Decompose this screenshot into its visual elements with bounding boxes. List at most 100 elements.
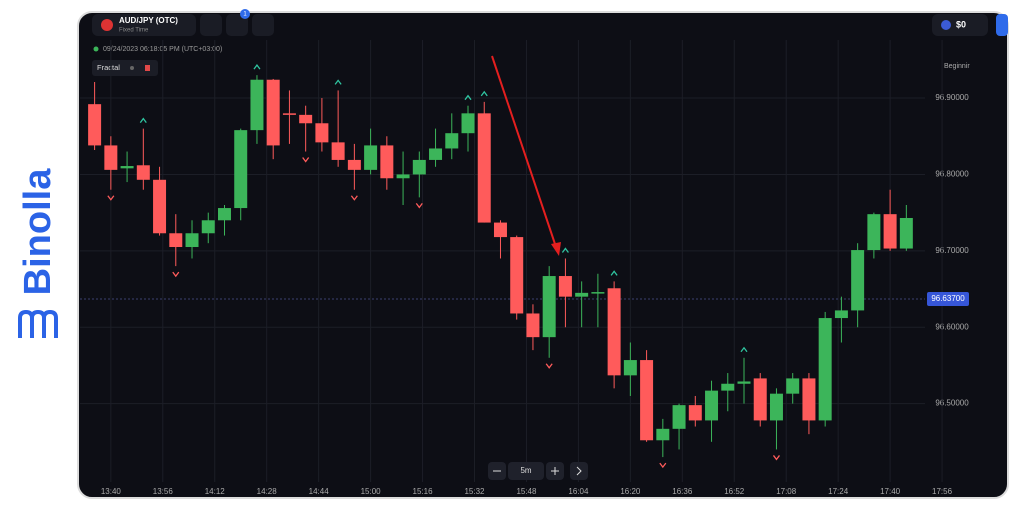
fractal-down [415,202,423,209]
candle-body [705,390,719,421]
candle-body [802,378,816,421]
candle-body [299,114,313,124]
indicator-chip[interactable] [92,60,158,76]
chart-type-button[interactable] [200,14,222,36]
candle-body [737,381,751,384]
fractal-up [334,79,342,85]
candle-body [851,250,865,311]
fractal-up [480,90,488,97]
candle-body [786,378,800,394]
candle-body [396,174,410,179]
candle-body [153,179,167,234]
candle-body [429,148,443,160]
candle-body [445,133,459,149]
level: Beginnir [944,63,970,70]
x-tick-label: 13:56 [153,487,174,496]
candle-body [88,104,102,146]
live-dot [93,46,99,52]
app-frame [77,11,1009,499]
candle-body [347,159,361,170]
candle-body [250,79,264,131]
plot: 96.50000 96.60000 96.70000 96.80000 96.90000… [80,40,969,496]
candle-body [640,360,654,441]
fractal-up [139,117,147,124]
asset-selector[interactable] [92,14,196,36]
y-tick-label: 96.80000 [935,170,969,179]
indicator-delete[interactable] [145,65,150,71]
candle-body [623,360,637,376]
current-price-box [927,291,969,306]
candle-body [818,318,832,421]
scroll-right[interactable] [570,462,588,480]
candle-body [234,130,248,209]
plus-icon [551,467,559,475]
candle-body [136,165,150,180]
candle-body [169,233,183,248]
current-price-label: 96.63700 [931,294,965,303]
x-tick-label: 17:56 [932,487,953,496]
annotation-arrowhead [551,242,561,256]
timeframe-button[interactable] [508,462,544,480]
x-tick-label: 13:40 [101,487,122,496]
y-tick-label: 96.50000 [935,399,969,408]
deposit-button[interactable] [996,14,1008,36]
candle-body [721,383,735,391]
candle-body [575,292,589,297]
indicator-settings[interactable] [130,66,134,70]
annotation-arrow [491,55,558,251]
candle-body [201,220,215,234]
x-tick-label: 14:44 [309,487,330,496]
drawing-button[interactable] [252,14,274,36]
x-tick-label: 14:28 [257,487,278,496]
badge [240,9,250,19]
balance: $0 [956,19,966,29]
candle-body [526,313,540,338]
candle-body [542,276,556,338]
candle-body [591,292,605,294]
x-tick-label: 17:40 [880,487,901,496]
brand-logo [18,309,58,338]
x-tick-label: 17:24 [828,487,849,496]
candle-body [477,113,491,223]
account-button[interactable] [932,14,988,36]
fractal-up [464,94,472,101]
candle-body [461,113,475,134]
x-tick-label: 14:12 [205,487,226,496]
candle-body [672,405,686,429]
candle-body [607,288,621,376]
candle-body [104,145,118,170]
x-tick-label: 16:52 [724,487,745,496]
candle-body [753,378,767,421]
candle-body [282,113,296,115]
candle-body [364,145,378,170]
candle-body [315,123,329,143]
candle-body [380,145,394,179]
fractal-down [107,195,115,201]
x-tick-label: 15:16 [413,487,434,496]
indicators-button[interactable] [226,14,248,36]
candle-body [217,208,231,221]
x-tick-label: 15:32 [464,487,485,496]
mode: Fixed Time [119,28,149,34]
candle-body [120,166,134,169]
flag [101,19,113,31]
candle-body [883,214,897,249]
x-tick-label: 16:20 [620,487,641,496]
fractal-down [545,363,553,369]
chevron-icon [576,466,582,476]
fractal-up [253,64,261,70]
fractal-up [610,270,618,276]
badge-count: 1 [243,12,247,18]
candle-body [185,233,199,248]
fractal-down [659,462,667,469]
x-tick-label: 16:36 [672,487,693,496]
fractal-down [772,455,780,461]
x-tick-label: 15:00 [361,487,382,496]
candle-body [688,405,702,421]
candle-body [899,217,913,249]
candle-body [412,159,426,175]
account-flag [941,20,951,30]
y-tick-label: 96.60000 [935,322,969,331]
